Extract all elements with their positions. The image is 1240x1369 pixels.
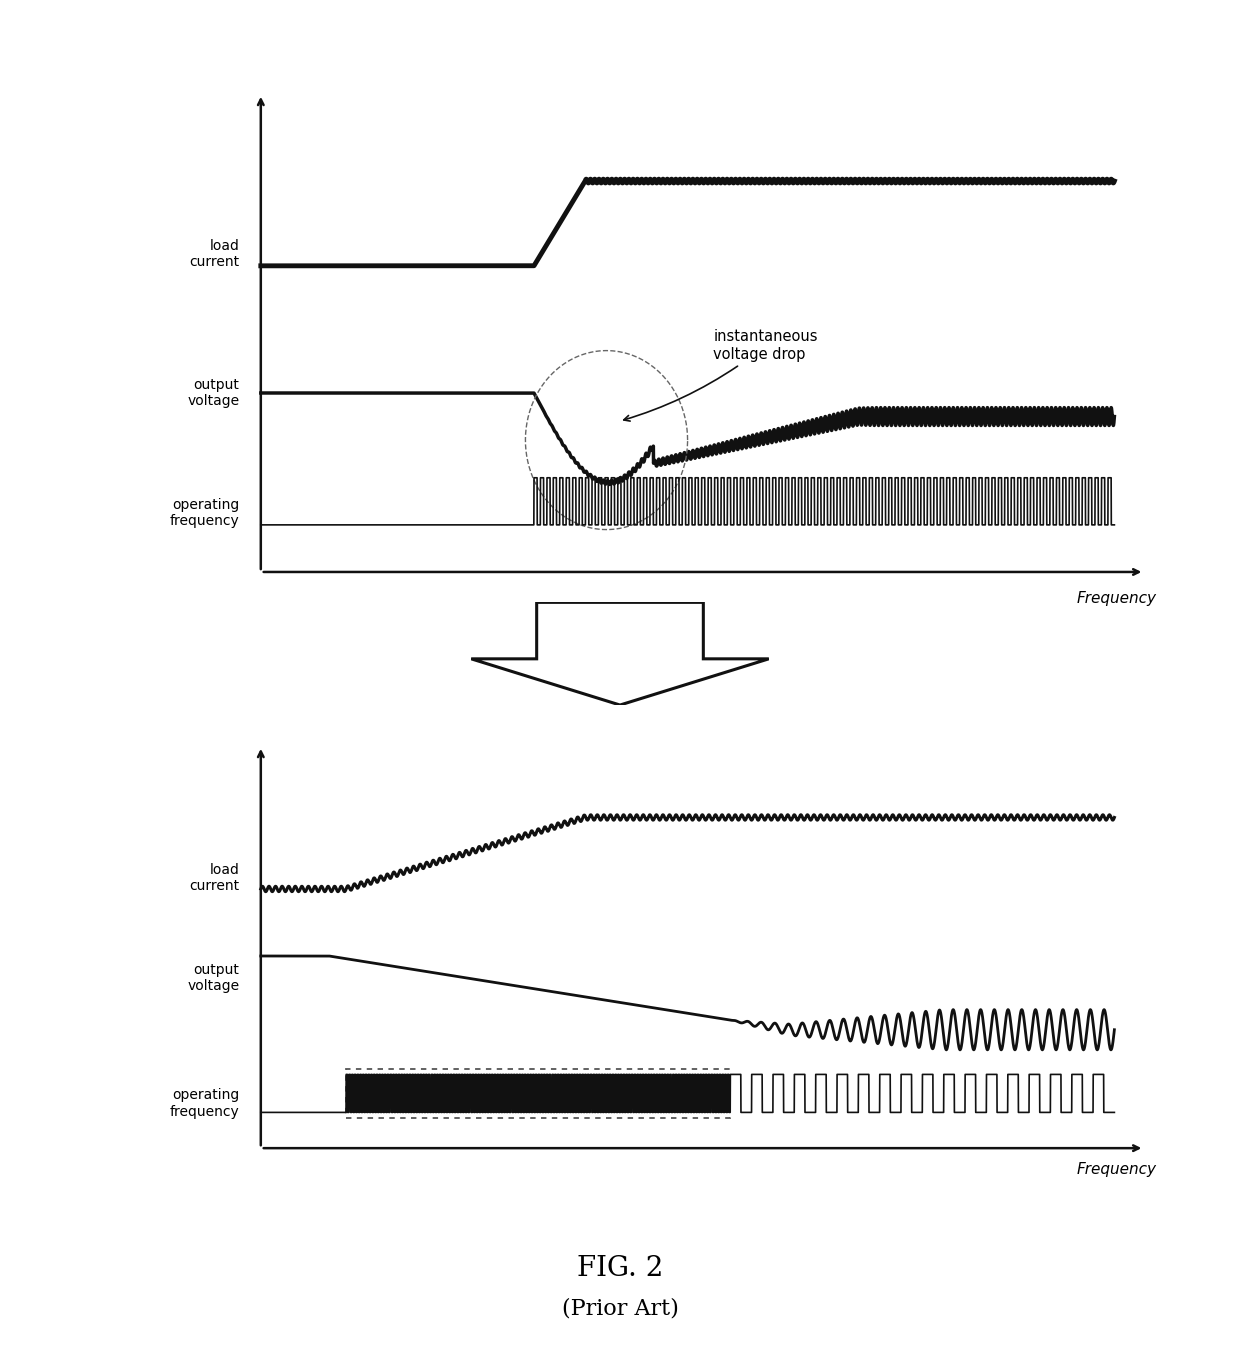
Text: (Prior Art): (Prior Art) <box>562 1298 678 1320</box>
Text: Frequency: Frequency <box>1078 591 1157 606</box>
Text: FIG. 2: FIG. 2 <box>577 1255 663 1281</box>
Text: load
current: load current <box>190 240 239 270</box>
Text: output
voltage: output voltage <box>187 378 239 408</box>
Text: instantaneous
voltage drop: instantaneous voltage drop <box>624 330 817 422</box>
Polygon shape <box>471 602 769 705</box>
Bar <box>346 1069 730 1118</box>
Text: load
current: load current <box>190 862 239 893</box>
Text: operating
frequency: operating frequency <box>170 1088 239 1118</box>
Text: Frequency: Frequency <box>1078 1161 1157 1176</box>
Text: operating
frequency: operating frequency <box>170 498 239 528</box>
Text: output
voltage: output voltage <box>187 964 239 994</box>
